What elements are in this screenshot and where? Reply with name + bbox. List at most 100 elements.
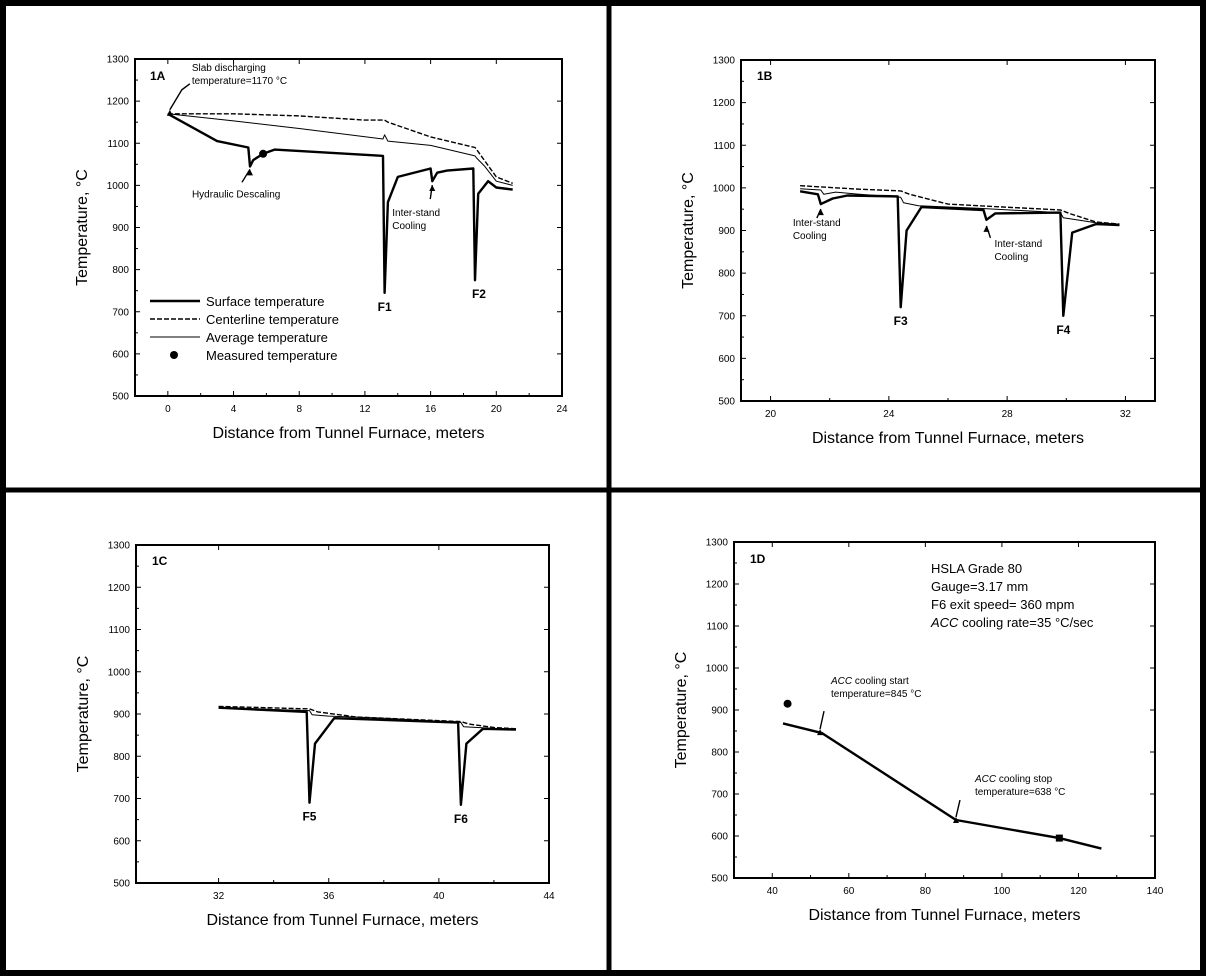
series-line-thick [218,706,517,806]
x-tick-label: 4 [231,404,237,415]
annotation-text: Inter-stand [392,208,440,219]
legend-label: Average temperature [206,330,328,345]
annotation-arrowhead [952,817,959,824]
y-tick-label: 900 [711,706,728,717]
info-line: HSLA Grade 80 [931,561,1022,576]
annotation-arrowhead [817,729,824,736]
info-line: ACC cooling rate=35 °C/sec [930,615,1094,630]
y-tick-label: 700 [718,311,735,322]
chart-panel-1b: 500 600 700 800 900 1000 1100 1200 1300 20 24 28 32 D… [680,56,1156,447]
annotation-text-line2: Cooling [392,221,426,232]
y-tick-label: 800 [113,752,130,763]
x-tick-label: 12 [359,404,371,415]
stand-label: F1 [378,300,392,314]
x-tick-label: 40 [433,891,445,902]
annotation-arrow [819,710,825,730]
y-tick-label: 800 [711,748,728,759]
annotation-arrowhead [983,225,990,232]
info-text: F6 exit speed= 360 mpm [931,597,1074,612]
annotation-text-line2: temperature=845 °C [831,689,921,700]
series-line-thick [799,190,1120,317]
stand-label: F6 [454,812,468,826]
series-line-dashed [800,185,1120,225]
x-tick-label: 16 [425,404,437,415]
y-tick-label: 1200 [713,98,736,109]
y-tick-label: 1200 [706,580,729,591]
y-tick-label: 700 [113,794,130,805]
panel-label: 1C [152,554,168,568]
x-tick-label: 80 [920,886,932,897]
annotation-arrow [955,799,961,818]
legend-marker [170,351,178,359]
y-tick-label: 1000 [713,183,736,194]
x-tick-label: 24 [556,404,568,415]
x-tick-label: 20 [765,409,777,420]
x-tick-label: 8 [296,404,302,415]
info-text: cooling rate=35 °C/sec [958,615,1093,630]
legend-label: Centerline temperature [206,312,339,327]
annotation-text-line2: Cooling [793,231,827,242]
y-tick-label: 1300 [108,541,131,552]
y-tick-label: 1000 [706,664,729,675]
y-tick-label: 1300 [706,538,729,549]
stand-label: F4 [1056,323,1070,337]
y-tick-label: 1000 [107,181,130,192]
y-tick-label: 1100 [706,622,728,633]
legend-label: Surface temperature [206,294,325,309]
x-axis-label: Distance from Tunnel Furnace, meters [808,907,1080,924]
y-tick-label: 600 [113,836,130,847]
annotation-arrowhead [817,209,824,216]
y-tick-label: 900 [113,710,130,721]
y-tick-label: 600 [112,349,129,360]
annotation-italic: ACC [830,676,853,687]
info-text: HSLA Grade 80 [931,561,1022,576]
measured-point [1055,834,1063,842]
annotation-italic: ACC [974,774,997,785]
y-tick-label: 800 [112,265,129,276]
y-tick-label: 600 [718,354,735,365]
x-axis-label: Distance from Tunnel Furnace, meters [206,912,478,929]
annotation-text-line2: temperature=1170 °C [192,76,287,87]
panel-label: 1B [757,69,773,83]
y-tick-label: 700 [112,307,129,318]
y-tick-label: 1100 [108,625,130,636]
y-tick-label: 1100 [107,139,129,150]
y-tick-label: 1200 [108,583,131,594]
annotation-text-line2: temperature=638 °C [975,787,1065,798]
y-axis-label: Temperature, °C [75,656,92,773]
series-line-dashed [167,113,513,184]
annotation-arrowhead [166,109,173,116]
annotation-arrowhead [429,185,436,192]
series-group [218,705,517,806]
legend-label: Measured temperature [206,348,338,363]
x-tick-label: 40 [767,886,779,897]
annotation-text-line2: Cooling [994,252,1028,263]
x-tick-label: 140 [1147,886,1164,897]
y-tick-label: 500 [112,392,129,403]
series-line-thin [800,188,1120,225]
info-text: Gauge=3.17 mm [931,579,1028,594]
x-tick-label: 44 [543,891,555,902]
x-tick-label: 32 [1120,409,1132,420]
x-tick-label: 24 [883,409,895,420]
y-tick-label: 1200 [107,97,130,108]
panel-label: 1D [750,552,766,566]
y-tick-label: 500 [711,874,728,885]
series-line-thin [167,113,513,186]
x-tick-label: 36 [323,891,335,902]
measured-point [259,149,268,158]
y-tick-label: 500 [718,397,735,408]
annotation-text: Slab discharging [192,63,266,74]
annotation-arrowhead [246,169,253,176]
legend: Surface temperature Centerline temperatur… [150,294,339,363]
x-tick-label: 120 [1070,886,1087,897]
chart-panel-1c: 500 600 700 800 900 1000 1100 1200 1300 32 36 40 44 D… [75,541,555,930]
x-tick-label: 100 [994,886,1011,897]
panel-label: 1A [150,69,166,83]
chart-panel-1d: 500 600 700 800 900 1000 1100 1200 1300 40 60 80 100… [673,538,1164,925]
series-line-thick [167,112,513,294]
y-tick-label: 700 [711,790,728,801]
measured-point [783,699,792,708]
y-tick-label: 1000 [108,667,131,678]
